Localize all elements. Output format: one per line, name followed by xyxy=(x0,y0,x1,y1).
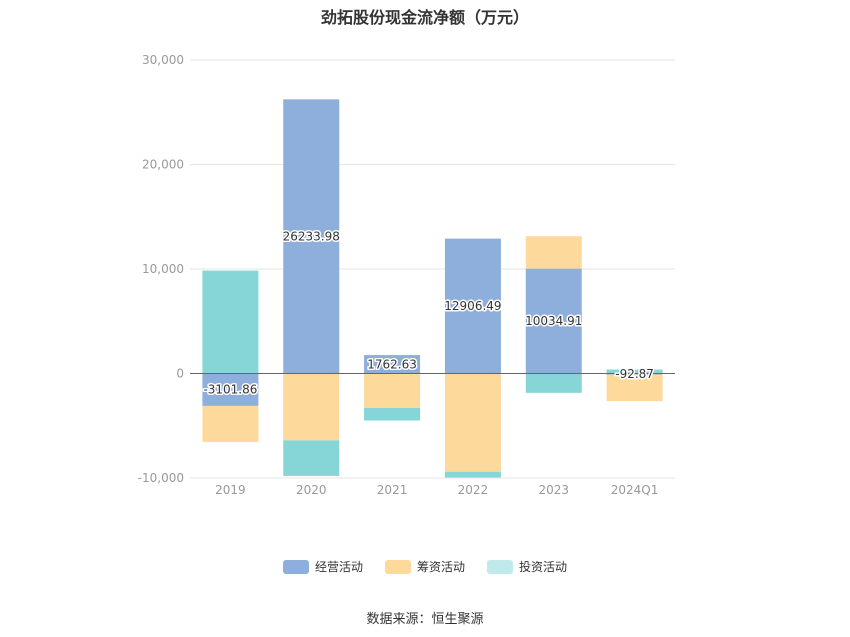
x-tick-label: 2019 xyxy=(215,483,246,497)
bar-segment[interactable] xyxy=(606,374,663,402)
bar-segment[interactable] xyxy=(283,373,340,441)
legend-label-operating: 经营活动 xyxy=(314,560,363,574)
x-tick-label: 2022 xyxy=(458,483,489,497)
chart-title: 劲拓股份现金流净额（万元） xyxy=(320,8,529,27)
x-tick-label: 2020 xyxy=(296,483,327,497)
bar-segment[interactable] xyxy=(283,99,340,374)
bar-segment[interactable] xyxy=(606,369,663,374)
bar-segment[interactable] xyxy=(202,405,259,442)
y-tick-label: 0 xyxy=(176,367,184,381)
bar-segment[interactable] xyxy=(364,407,421,421)
data-label: 1762.63 xyxy=(367,357,417,371)
legend-label-investing: 投资活动 xyxy=(519,560,568,574)
legend-swatch-investing xyxy=(487,559,513,574)
bar-segment[interactable] xyxy=(202,373,259,406)
axes: 30,000 20,000 10,000 0 -10,000 2019 2020 2021 20… xyxy=(138,53,675,497)
legend-swatch-operating xyxy=(282,559,309,574)
data-labels: -3101.86 26233.98 1762.63 12906.49 10034.91 -… xyxy=(202,228,655,398)
bar-segment[interactable] xyxy=(202,270,259,374)
bars xyxy=(202,99,663,478)
y-tick-label: 30,000 xyxy=(142,53,184,67)
x-tick-label: 2024Q1 xyxy=(611,483,659,497)
bar-segment[interactable] xyxy=(444,471,501,478)
data-label: 10034.91 xyxy=(525,314,582,328)
x-tick-label: 2023 xyxy=(538,483,569,497)
data-source: 数据来源：恒生聚源 xyxy=(366,612,484,627)
bar-segment[interactable] xyxy=(525,236,582,269)
legend-item-financing[interactable]: 筹资活动 xyxy=(384,558,465,575)
legend-label-financing: 筹资活动 xyxy=(416,560,465,574)
x-tick-label: 2021 xyxy=(377,483,408,497)
legend-item-investing[interactable]: 投资活动 xyxy=(487,558,567,575)
legend: 经营活动 筹资活动 投资活动 xyxy=(0,558,850,575)
bar-segment[interactable] xyxy=(283,440,340,476)
data-label: -3101.86 xyxy=(203,383,257,397)
grid-lines xyxy=(190,59,675,479)
data-label: -92.87 xyxy=(615,367,654,381)
bar-segment[interactable] xyxy=(444,373,501,472)
bar-segment[interactable] xyxy=(444,238,501,374)
legend-item-operating[interactable]: 经营活动 xyxy=(282,558,363,575)
y-tick-label: 20,000 xyxy=(142,158,184,172)
bar-segment[interactable] xyxy=(364,355,421,374)
bar-segment[interactable] xyxy=(525,268,582,374)
y-tick-label: -10,000 xyxy=(138,471,184,485)
data-label: 12906.49 xyxy=(444,299,501,313)
data-label: 26233.98 xyxy=(283,229,340,243)
bar-segment[interactable] xyxy=(364,373,421,408)
legend-swatch-financing xyxy=(384,559,411,574)
y-tick-label: 10,000 xyxy=(142,262,184,276)
bar-segment[interactable] xyxy=(525,373,582,393)
